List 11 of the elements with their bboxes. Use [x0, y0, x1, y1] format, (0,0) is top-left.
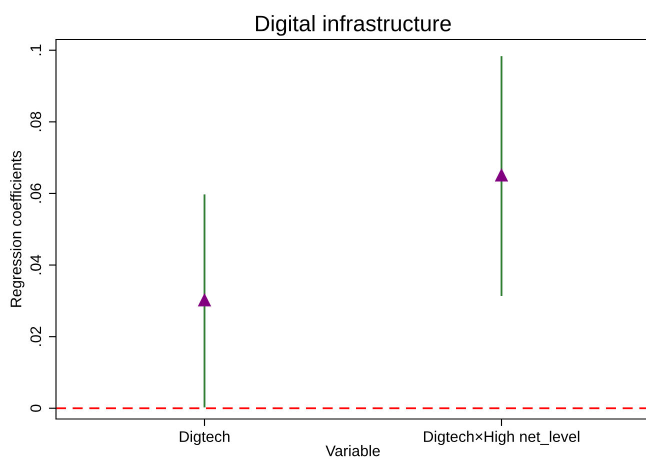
x-tick-label: Digtech: [180, 430, 230, 446]
y-tick-label: .1: [30, 44, 42, 56]
chart-title: Digital infrastructure: [256, 15, 451, 36]
y-tick-label: 0: [30, 404, 42, 412]
y-tick-label: .02: [30, 326, 42, 346]
x-axis-title: Variable: [326, 445, 380, 456]
x-tick-label: Digtech×High net_level: [424, 430, 580, 446]
y-tick-label: .06: [30, 184, 42, 203]
y-tick-label: .04: [30, 254, 42, 274]
y-axis-title: Regression coefficients: [10, 150, 24, 307]
y-tick-label: .08: [30, 112, 42, 132]
